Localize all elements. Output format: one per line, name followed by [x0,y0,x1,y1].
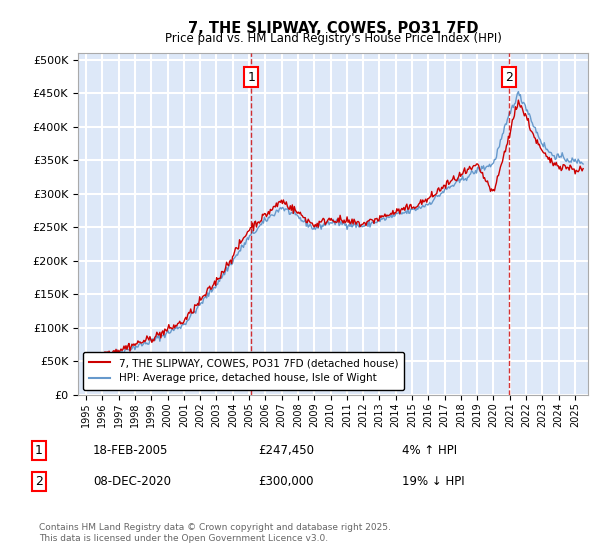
Text: 4% ↑ HPI: 4% ↑ HPI [402,444,457,458]
Text: 2: 2 [505,71,512,83]
Text: £300,000: £300,000 [258,475,314,488]
Text: Price paid vs. HM Land Registry's House Price Index (HPI): Price paid vs. HM Land Registry's House … [164,32,502,45]
Text: 7, THE SLIPWAY, COWES, PO31 7FD: 7, THE SLIPWAY, COWES, PO31 7FD [188,21,478,36]
Text: £247,450: £247,450 [258,444,314,458]
Text: Contains HM Land Registry data © Crown copyright and database right 2025.
This d: Contains HM Land Registry data © Crown c… [39,524,391,543]
Text: 18-FEB-2005: 18-FEB-2005 [93,444,169,458]
Text: 2: 2 [35,475,43,488]
Text: 1: 1 [247,71,255,83]
Legend: 7, THE SLIPWAY, COWES, PO31 7FD (detached house), HPI: Average price, detached h: 7, THE SLIPWAY, COWES, PO31 7FD (detache… [83,352,404,390]
Text: 08-DEC-2020: 08-DEC-2020 [93,475,171,488]
Text: 19% ↓ HPI: 19% ↓ HPI [402,475,464,488]
Text: 1: 1 [35,444,43,458]
